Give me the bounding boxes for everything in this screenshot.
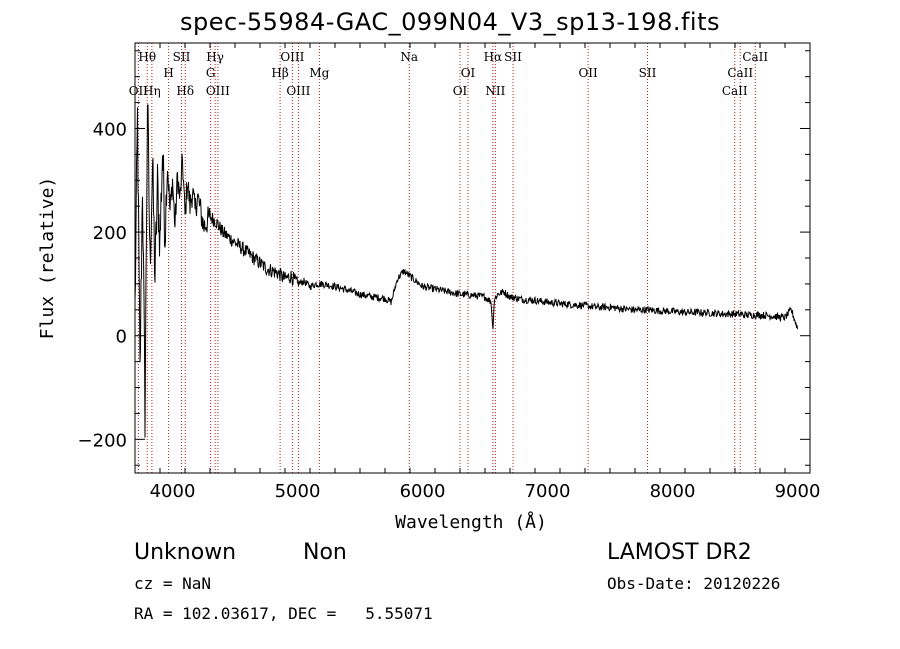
x-tick-label: 5000 [275, 481, 321, 502]
y-tick-label: 0 [116, 327, 127, 348]
line-label: Hδ [176, 84, 194, 98]
line-label: Hη [143, 84, 161, 98]
y-tick-label: −200 [78, 430, 127, 451]
line-label: NII [485, 84, 505, 98]
plot-frame [134, 42, 811, 474]
y-axis-label: Flux (relative) [37, 177, 58, 340]
line-label: OI [461, 66, 476, 80]
x-tick-label: 7000 [525, 481, 571, 502]
line-label: SII [173, 50, 191, 64]
emission-line-markers [137, 43, 756, 473]
line-label: Hβ [271, 66, 288, 80]
line-label: H [163, 66, 173, 80]
line-label: OII [129, 84, 149, 98]
redshift-value: cz = NaN [134, 574, 212, 593]
line-label: Hγ [206, 50, 224, 64]
line-label: CaII [722, 84, 748, 98]
x-tick-label: 6000 [400, 481, 446, 502]
line-label: Hα [484, 50, 503, 64]
line-label: Na [400, 50, 418, 64]
y-tick-label: 200 [93, 223, 127, 244]
ra-dec: RA = 102.03617, DEC = 5.55071 [134, 604, 433, 623]
line-label: CaII [742, 50, 768, 64]
x-tick-label: 9000 [775, 481, 821, 502]
obs-date: Obs-Date: 20120226 [607, 574, 781, 593]
line-label: SII [639, 66, 657, 80]
object-class: Unknown [134, 540, 237, 565]
spectrum-line [134, 104, 798, 438]
survey-name: LAMOST DR2 [607, 540, 752, 565]
line-label: OI [453, 84, 468, 98]
line-label: CaII [727, 66, 753, 80]
line-label: G [206, 66, 216, 80]
x-axis-label: Wavelength (Å) [395, 511, 547, 533]
y-tick-label: 400 [93, 119, 127, 140]
chart-title: spec-55984-GAC_099N04_V3_sp13-198.fits [180, 8, 720, 36]
line-label: OIII [280, 50, 304, 64]
object-subclass: Non [303, 540, 347, 565]
x-tick-label: 8000 [650, 481, 696, 502]
line-label: OIII [206, 84, 230, 98]
line-label: OIII [286, 84, 310, 98]
axis-ticks: 4000 5000 6000 7000 8000 9000 −200 0 200 400 [78, 43, 821, 502]
line-label: SII [504, 50, 522, 64]
line-label: OII [578, 66, 598, 80]
emission-line-labels: HθOIIHηHSIIHδHγGOIIIOIIIHβOIIIMgNaOIOIHα… [129, 50, 769, 98]
line-label: Mg [309, 66, 329, 80]
line-label: Hθ [138, 50, 156, 64]
x-tick-label: 4000 [150, 481, 196, 502]
